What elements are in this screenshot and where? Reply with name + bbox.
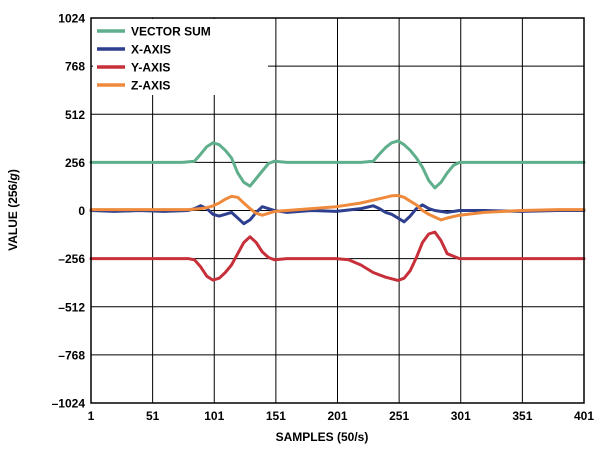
y-tick-label: 256 [65, 156, 85, 170]
legend-label-y-axis: Y-AXIS [131, 61, 170, 75]
y-tick-label: –256 [58, 252, 85, 266]
plot-border [90, 17, 585, 404]
x-tick-label: 301 [451, 409, 471, 423]
plot-frame [90, 17, 585, 404]
x-tick-label: 201 [327, 409, 347, 423]
x-tick-label: 401 [574, 409, 594, 423]
x-tick-label: 351 [512, 409, 532, 423]
x-tick-label: 51 [146, 409, 160, 423]
y-tick-labels: 1024 768 512 256 0 –256 –512 –768 –1024 [52, 12, 86, 411]
y-tick-label: 0 [78, 204, 85, 218]
y-tick-label: 1024 [58, 12, 85, 26]
x-tick-label: 101 [204, 409, 224, 423]
series-line-x-axis [89, 203, 586, 226]
series-line-y-axis [89, 230, 586, 282]
y-tick-label: –768 [58, 348, 85, 362]
x-tick-label: 151 [266, 409, 286, 423]
series-line-vector-sum [89, 139, 586, 190]
x-axis-title: SAMPLES (50/s) [276, 430, 369, 444]
series-lines [89, 139, 586, 282]
legend-label-z-axis: Z-AXIS [131, 79, 170, 93]
y-tick-label: 512 [65, 108, 85, 122]
y-tick-label: 768 [65, 60, 85, 74]
y-axis-title: VALUE (256/g) [6, 169, 20, 251]
series-line-z-axis [89, 194, 586, 222]
legend-label-x-axis: X-AXIS [131, 43, 171, 57]
x-tick-label: 251 [389, 409, 409, 423]
legend: VECTOR SUM X-AXIS Y-AXIS Z-AXIS [93, 19, 268, 95]
x-tick-label: 1 [88, 409, 95, 423]
x-tick-labels: 1 51 101 151 201 251 301 351 401 [88, 409, 595, 423]
y-tick-label: –512 [58, 300, 85, 314]
legend-label-vector-sum: VECTOR SUM [131, 25, 211, 39]
y-tick-label: –1024 [52, 397, 86, 411]
